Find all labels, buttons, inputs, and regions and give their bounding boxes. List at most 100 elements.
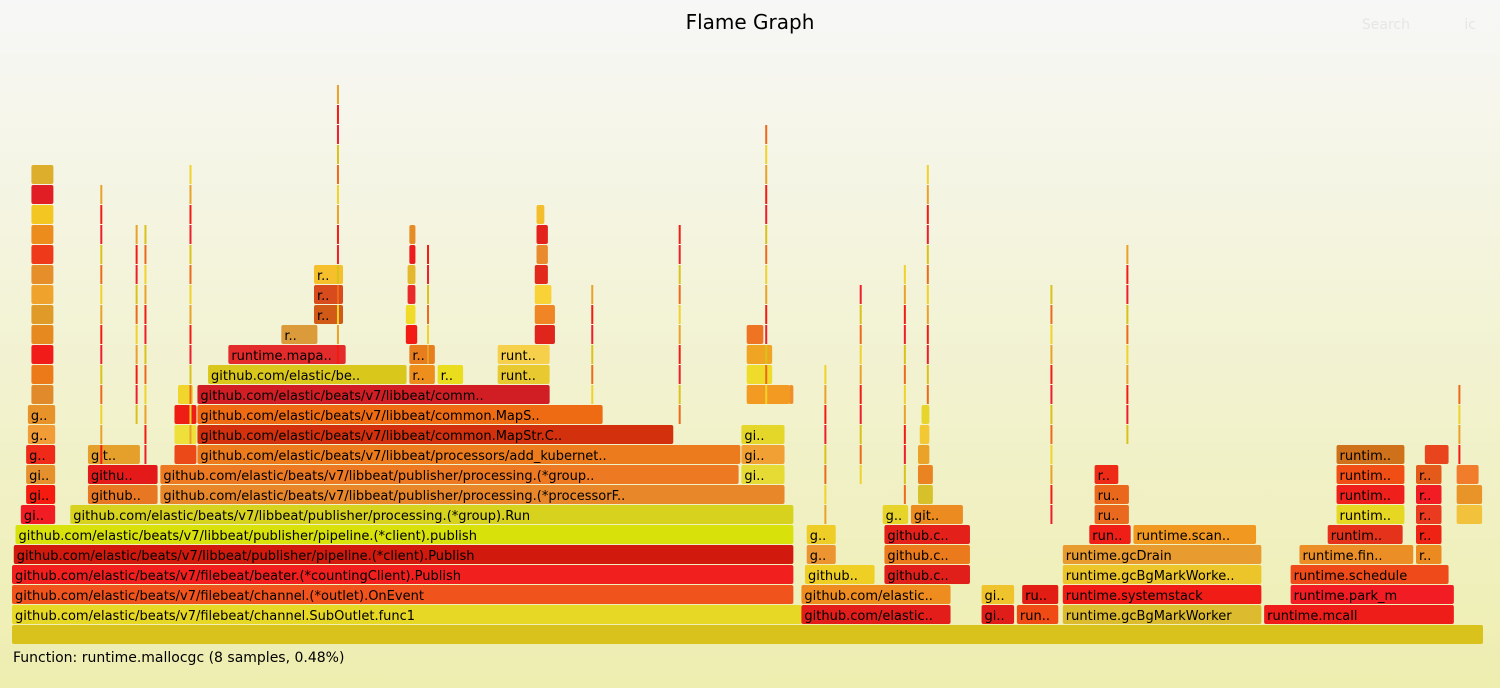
flame-spike[interactable] <box>336 305 339 324</box>
flame-frame[interactable]: github.com/elastic/beats/v7/libbeat/outp… <box>884 545 970 564</box>
flame-spike[interactable] <box>336 105 339 124</box>
frame-rect[interactable]: runtime.markrootSpans <box>1094 505 1129 524</box>
flame-frame[interactable]: stack-e <box>534 325 555 344</box>
flame-frame[interactable]: github.com/elastic/beats/v7/libbeat/proc… <box>87 465 158 484</box>
flame-spike[interactable] <box>144 385 147 404</box>
flame-spike[interactable] <box>903 465 906 484</box>
flame-frame[interactable]: runtime.stopm r.. <box>1416 485 1442 504</box>
frame-rect[interactable]: github.com/elastic/beats/v7/libbeat/publ… <box>15 525 794 544</box>
frame-rect[interactable]: github.com/elastic/beats/v7/libbeat/outp… <box>910 505 963 524</box>
flame-frame[interactable]: runtime.systemstack runtime.systemstack <box>1062 585 1262 604</box>
flame-spike[interactable] <box>135 365 138 384</box>
flame-spike[interactable] <box>591 345 594 364</box>
flame-spike[interactable] <box>903 325 906 344</box>
flame-frame[interactable]: github.com/elastic/beats/v7/libbeat/publ… <box>20 505 56 524</box>
flame-spike[interactable] <box>903 405 906 424</box>
flame-frame[interactable]: github.com/elastic/beats/v7/libbeat/publ… <box>981 585 1015 604</box>
flame-frame[interactable]: stack-h <box>1456 505 1483 524</box>
flame-frame[interactable]: stack-e <box>536 205 545 224</box>
flame-spike[interactable] <box>100 185 103 204</box>
frame-rect[interactable]: github.com/elastic/beats/v7/libbeat/outp… <box>806 525 836 544</box>
flame-spike[interactable] <box>926 325 929 344</box>
flame-frame[interactable]: github.com/elastic/beats/v7/libbeat/publ… <box>13 545 794 564</box>
flame-spike[interactable] <box>903 445 906 464</box>
frame-rect[interactable]: stack-a <box>31 345 54 364</box>
flame-frame[interactable]: github.com/elastic/beats/v7/filebeat/bea… <box>12 565 794 584</box>
flame-frame[interactable]: github.com/elastic/beats/v7/libbeat/comm… <box>27 405 56 424</box>
flame-spike[interactable] <box>189 165 192 184</box>
frame-rect[interactable]: github.com/elastic/beats/v7/libbeat/proc… <box>26 465 56 484</box>
flame-spike[interactable] <box>765 185 768 204</box>
flame-frame[interactable]: github.com/elastic/beats/v7/libbeat/comm… <box>26 445 56 464</box>
flame-frame[interactable]: runtime.markroot run.. <box>1089 525 1131 544</box>
flame-frame[interactable]: runtime.gcDrain runtime.gcDrain <box>1062 545 1262 564</box>
frame-rect[interactable]: runtime.findrunnable <box>1327 525 1403 544</box>
flame-spike[interactable] <box>427 325 430 344</box>
flame-frame[interactable]: stack-f <box>409 225 416 244</box>
flame-frame[interactable]: github.com/elastic/beats/v7/libbeat/proc… <box>26 485 56 504</box>
flame-spike[interactable] <box>1050 445 1053 464</box>
flame-spike[interactable] <box>100 345 103 364</box>
flame-frame[interactable]: github.com/elastic/beats/v7/libbeat/comm… <box>741 465 785 484</box>
frame-rect[interactable]: stack-f <box>405 325 418 344</box>
flame-spike[interactable] <box>135 225 138 244</box>
flame-spike[interactable] <box>1126 385 1129 404</box>
flame-spike[interactable] <box>859 385 862 404</box>
flame-frame[interactable]: github.com/elastic/beats/v7/libbeat/comm… <box>197 425 674 444</box>
flame-frame[interactable]: stack-g <box>917 485 933 504</box>
frame-rect[interactable]: runtime.notesleep <box>1336 445 1405 464</box>
flame-frame[interactable]: stack-c <box>746 385 790 404</box>
flame-spike[interactable] <box>1458 445 1461 464</box>
flame-spike[interactable] <box>824 365 827 384</box>
flame-spike[interactable] <box>189 325 192 344</box>
flame-spike[interactable] <box>144 305 147 324</box>
flame-frame[interactable]: stack-f <box>407 285 416 304</box>
flame-spike[interactable] <box>824 505 827 524</box>
flame-spike[interactable] <box>144 405 147 424</box>
flame-spike[interactable] <box>144 445 147 464</box>
flame-spike[interactable] <box>135 285 138 304</box>
flame-spike[interactable] <box>1126 265 1129 284</box>
flame-frame[interactable]: stack-g <box>917 465 933 484</box>
frame-rect[interactable]: runtime.mallocgc <box>497 345 550 364</box>
flame-spike[interactable] <box>1126 245 1129 264</box>
frame-rect[interactable]: runtime.stopm <box>1416 485 1442 504</box>
flame-spike[interactable] <box>336 145 339 164</box>
flame-spike[interactable] <box>1050 305 1053 324</box>
frame-rect[interactable]: stack-h <box>1456 505 1483 524</box>
flame-frame[interactable]: stack-b <box>789 385 794 404</box>
frame-rect[interactable]: stack-f <box>409 245 416 264</box>
flame-frame[interactable]: stack-e <box>536 225 548 244</box>
frame-rect[interactable]: runtime.schedule <box>1290 565 1449 584</box>
flame-spike[interactable] <box>427 345 430 364</box>
flame-spike[interactable] <box>144 325 147 344</box>
frame-rect[interactable]: github.com/elastic/beats/v7/filebeat/cha… <box>12 585 794 604</box>
flame-frame[interactable]: github.com/elastic/beats/v7/libbeat/outp… <box>910 505 963 524</box>
frame-rect[interactable]: runtime.newobject <box>497 365 550 384</box>
frame-rect[interactable]: runtime.scanobject <box>1133 525 1257 544</box>
flame-spike[interactable] <box>903 385 906 404</box>
flame-spike[interactable] <box>765 205 768 224</box>
frame-rect[interactable]: runtime.stopm <box>1416 525 1442 544</box>
frame-rect[interactable]: runtime.stopm <box>1416 545 1442 564</box>
flame-frame[interactable]: runtime.bgsweep ru.. <box>1022 585 1059 604</box>
frame-rect[interactable]: stack-b <box>789 385 794 404</box>
flame-frame[interactable]: stack-f <box>405 325 418 344</box>
flame-spike[interactable] <box>591 285 594 304</box>
flame-frame[interactable]: runtime.gcBgMarkWorker runtime.gcBgMarkWo… <box>1062 605 1262 624</box>
flame-spike[interactable] <box>189 405 192 424</box>
frame-rect[interactable]: runtime.mapassign <box>437 365 464 384</box>
flame-frame[interactable]: stack-a <box>31 365 54 384</box>
flame-frame[interactable]: github.com/elastic/beats/v7/libbeat/comm… <box>197 385 550 404</box>
flame-frame[interactable]: runtime.gcBgMarkWorker.func2 runtime.gcBg… <box>1062 565 1262 584</box>
flame-spike[interactable] <box>100 285 103 304</box>
flame-frame[interactable]: github.com/elastic/beats/v7/libbeat/comm… <box>197 405 603 424</box>
frame-rect[interactable]: stack-e <box>534 285 552 304</box>
frame-rect[interactable]: github.com/elastic/beats/v7/libbeat/publ… <box>801 585 951 604</box>
frame-rect[interactable]: runtime.bgsweep <box>1022 585 1059 604</box>
flame-spike[interactable] <box>144 265 147 284</box>
flame-frame[interactable]: root <box>12 625 1483 644</box>
flame-frame[interactable]: runtime.mPark r.. <box>1416 465 1442 484</box>
ignorecase-toggle[interactable]: ic <box>1464 17 1476 33</box>
flame-frame[interactable]: github.com/elastic/beats/v7/libbeat/outp… <box>801 605 951 624</box>
